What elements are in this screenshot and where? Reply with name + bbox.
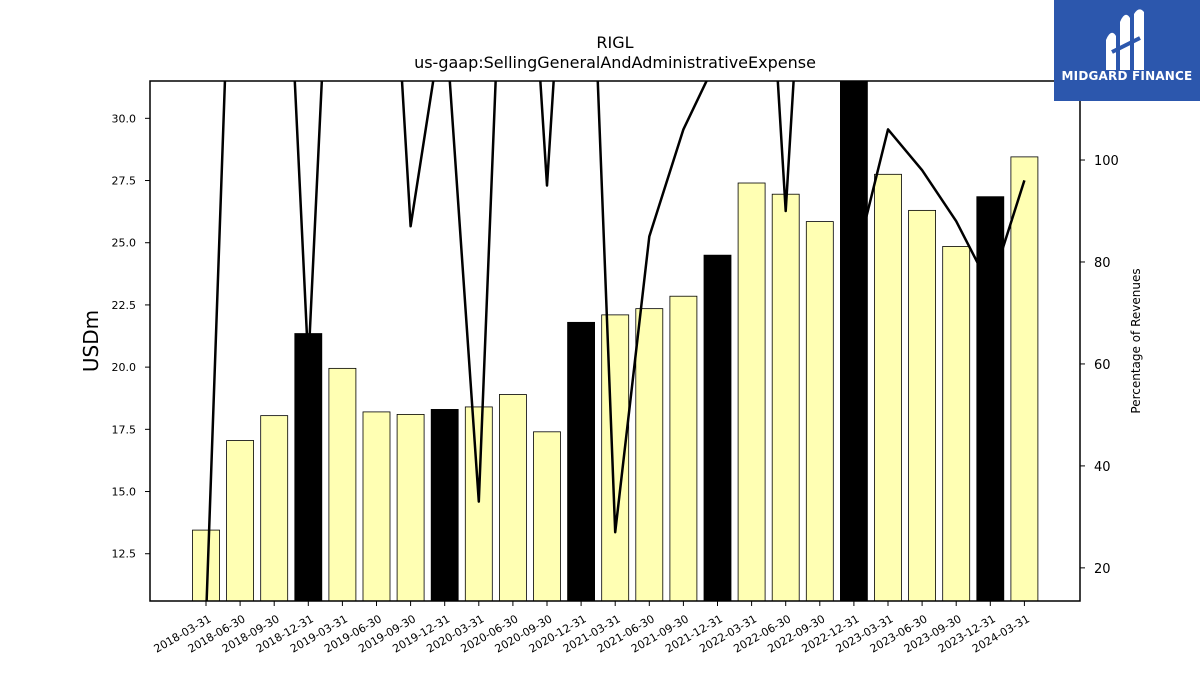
- y2-tick-label: 80: [1094, 256, 1111, 271]
- brand-name: MIDGARD FINANCE: [1061, 69, 1193, 83]
- percentage-line: [205, 81, 1026, 601]
- y-tick-label: 15.0: [112, 486, 137, 499]
- y2-tick-label: 20: [1094, 562, 1111, 577]
- y-tick-label: 12.5: [112, 548, 137, 561]
- bar-2020-12-31: [567, 321, 595, 601]
- bar-2020-03-31: [464, 406, 493, 601]
- bar-2018-12-31: [294, 333, 323, 601]
- y-tick-label: 22.5: [112, 299, 137, 312]
- y-tick-label: 17.5: [112, 423, 137, 436]
- y-tick-label: 30.0: [112, 112, 137, 125]
- bar-2018-09-30: [260, 415, 289, 601]
- y-axis-left: 12.5 15.0 17.5 20.0 22.5 25.0 27.5 30.0: [112, 112, 150, 561]
- bar-2019-12-31: [430, 409, 459, 601]
- y2-tick-label: 60: [1094, 358, 1111, 373]
- chart-subtitle: us-gaap:SellingGeneralAndAdministrativeE…: [414, 53, 816, 72]
- bar-2022-09-30: [805, 221, 834, 601]
- percentage-line-series: [205, 81, 1026, 601]
- bar-2021-09-30: [669, 295, 698, 601]
- midgard-logo-icon: [1106, 9, 1144, 70]
- chart-title: RIGL: [596, 33, 633, 52]
- bar-2020-06-30: [498, 394, 527, 601]
- bar-2019-09-30: [396, 413, 425, 601]
- brand-logo: MIDGARD FINANCE: [1054, 0, 1200, 101]
- y-axis-right: 20 40 60 80 100: [1080, 154, 1119, 577]
- bar-series: [192, 81, 1039, 601]
- bar-2022-12-31: [840, 81, 868, 601]
- bar-2021-12-31: [703, 254, 732, 601]
- y2-tick-label: 40: [1094, 460, 1111, 475]
- y2-tick-label: 100: [1094, 154, 1119, 169]
- y-axis-label: USDm: [79, 310, 103, 372]
- y2-axis-label: Percentage of Revenues: [1129, 268, 1143, 413]
- y-tick-label: 20.0: [112, 361, 137, 374]
- x-axis: 2018-03-312018-06-302018-09-302018-12-31…: [152, 601, 1032, 656]
- bar-2023-06-30: [908, 209, 936, 601]
- bar-2019-03-31: [328, 367, 357, 601]
- bar-2019-06-30: [362, 411, 391, 601]
- bar-2020-09-30: [533, 431, 561, 601]
- bar-2021-06-30: [635, 308, 664, 601]
- bar-2024-03-31: [1010, 156, 1039, 601]
- bar-2022-06-30: [771, 193, 800, 601]
- bar-2023-09-30: [942, 246, 971, 601]
- y-tick-label: 25.0: [112, 237, 137, 250]
- y-tick-label: 27.5: [112, 175, 137, 188]
- bar-2023-03-31: [874, 173, 902, 601]
- bar-2022-03-31: [737, 182, 766, 601]
- bar-2018-06-30: [226, 440, 255, 601]
- bar-2023-12-31: [976, 196, 1005, 601]
